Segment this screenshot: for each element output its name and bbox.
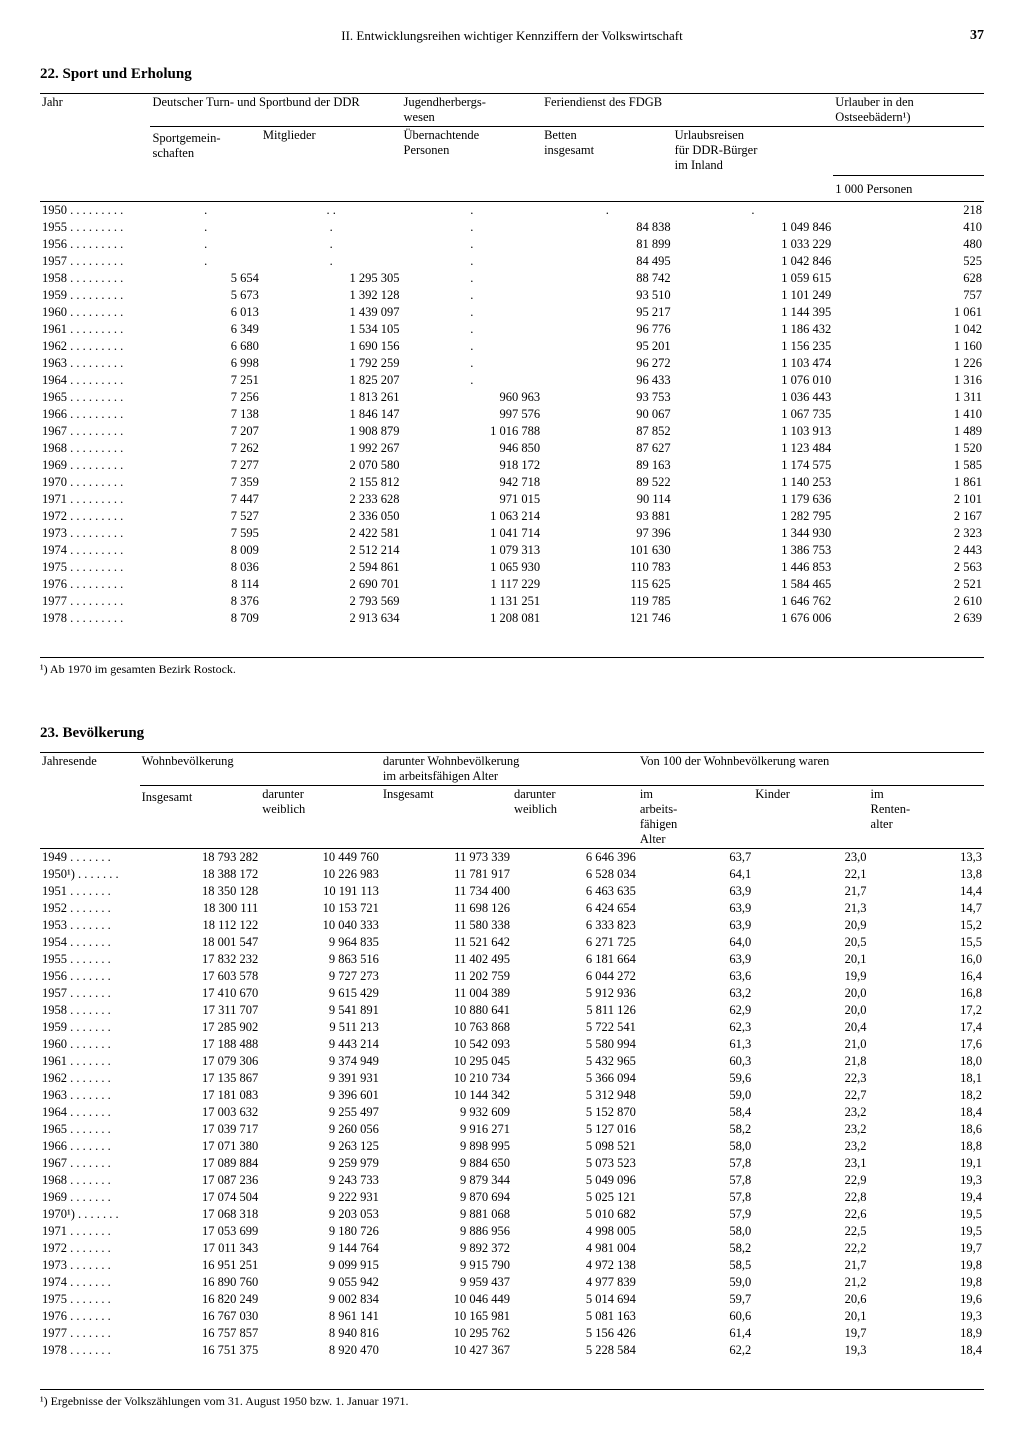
table-row: 19636 9981 792 259.96 2721 103 4741 226 xyxy=(40,355,984,372)
table-row: 1950¹)18 388 17210 226 98311 781 9176 52… xyxy=(40,866,984,883)
col23-af2: darunter weiblich xyxy=(512,785,638,848)
table22-title: 22. Sport und Erholung xyxy=(40,66,984,83)
table-row: 1955...84 8381 049 846410 xyxy=(40,219,984,236)
table-row: 197516 820 2499 002 83410 046 4495 014 6… xyxy=(40,1291,984,1308)
table-row: 195517 832 2329 863 51611 402 4956 181 6… xyxy=(40,951,984,968)
table22-footnote: ¹) Ab 1970 im gesamten Bezirk Rostock. xyxy=(40,657,984,677)
table-row: 197816 751 3758 920 47010 427 3675 228 5… xyxy=(40,1342,984,1359)
table-row: 197416 890 7609 055 9429 959 4374 977 83… xyxy=(40,1274,984,1291)
table-row: 195617 603 5789 727 27311 202 7596 044 2… xyxy=(40,968,984,985)
table-row: 19677 2071 908 8791 016 78887 8521 103 9… xyxy=(40,423,984,440)
table-row: 196617 071 3809 263 1259 898 9955 098 52… xyxy=(40,1138,984,1155)
table-row: 19687 2621 992 267946 85087 6271 123 484… xyxy=(40,440,984,457)
table-row: 197316 951 2519 099 9159 915 7904 972 13… xyxy=(40,1257,984,1274)
col23-wb2: darunter weiblich xyxy=(260,785,381,848)
table-row: 19626 6801 690 156.95 2011 156 2351 160 xyxy=(40,338,984,355)
table23-title: 23. Bevölkerung xyxy=(40,725,984,742)
table-row: 1950.. ....218 xyxy=(40,201,984,219)
col23-af1: Insgesamt xyxy=(381,785,512,848)
table-row: 196517 039 7179 260 0569 916 2715 127 01… xyxy=(40,1121,984,1138)
table-row: 197716 757 8578 940 81610 295 7625 156 4… xyxy=(40,1325,984,1342)
table-row: 19667 1381 846 147997 57690 0671 067 735… xyxy=(40,406,984,423)
table-row: 196417 003 6329 255 4979 932 6095 152 87… xyxy=(40,1104,984,1121)
col-dtsb-sub1: Sportgemein- schaften xyxy=(150,127,260,176)
table-row: 1970¹)17 068 3189 203 0539 881 0685 010 … xyxy=(40,1206,984,1223)
table-row: 197616 767 0308 961 14110 165 9815 081 1… xyxy=(40,1308,984,1325)
table-row: 196017 188 4889 443 21410 542 0935 580 9… xyxy=(40,1036,984,1053)
col-unit: 1 000 Personen xyxy=(833,175,984,201)
table-row: 195218 300 11110 153 72111 698 1266 424 … xyxy=(40,900,984,917)
table-row: 197117 053 6999 180 7269 886 9564 998 00… xyxy=(40,1223,984,1240)
table-row: 195917 285 9029 511 21310 763 8685 722 5… xyxy=(40,1019,984,1036)
table-row: 195817 311 7079 541 89110 880 6415 811 1… xyxy=(40,1002,984,1019)
col-jh: Jugendherbergs- wesen xyxy=(402,94,543,127)
table23-footnote: ¹) Ergebnisse der Volkszählungen vom 31.… xyxy=(40,1389,984,1409)
col-year: Jahr xyxy=(40,94,150,176)
col23-af: darunter Wohnbevölkerung im arbeitsfähig… xyxy=(381,752,638,785)
table-row: 19758 0362 594 8611 065 930110 7831 446 … xyxy=(40,559,984,576)
col23-p2: Kinder xyxy=(753,785,868,848)
table-row: 195418 001 5479 964 83511 521 6426 271 7… xyxy=(40,934,984,951)
table-row: 19737 5952 422 5811 041 71497 3961 344 9… xyxy=(40,525,984,542)
col-ostsee: Urlauber in den Ostseebädern¹) xyxy=(833,94,984,127)
table-row: 19768 1142 690 7011 117 229115 6251 584 … xyxy=(40,576,984,593)
table-row: 19788 7092 913 6341 208 081121 7461 676 … xyxy=(40,610,984,627)
table-row: 196217 135 8679 391 93110 210 7345 366 0… xyxy=(40,1070,984,1087)
col23-wb1: Insgesamt xyxy=(140,785,261,848)
table-row: 196117 079 3069 374 94910 295 0455 432 9… xyxy=(40,1053,984,1070)
table-row: 19727 5272 336 0501 063 21493 8811 282 7… xyxy=(40,508,984,525)
col-fdgb-sub2: Urlaubsreisen für DDR-Bürger im Inland xyxy=(673,127,834,176)
table-row: 19595 6731 392 128.93 5101 101 249757 xyxy=(40,287,984,304)
col23-year: Jahresende xyxy=(40,752,140,848)
table-row: 194918 793 28210 449 76011 973 3396 646 … xyxy=(40,848,984,866)
col-dtsb-sub2: Mitglieder xyxy=(261,127,402,176)
table-row: 19717 4472 233 628971 01590 1141 179 636… xyxy=(40,491,984,508)
col-dtsb: Deutscher Turn- und Sportbund der DDR xyxy=(150,94,401,127)
table-row: 19585 6541 295 305.88 7421 059 615628 xyxy=(40,270,984,287)
table-row: 19748 0092 512 2141 079 313101 6301 386 … xyxy=(40,542,984,559)
page-header: II. Entwicklungsreihen wichtiger Kennzif… xyxy=(40,28,984,44)
table-row: 196917 074 5049 222 9319 870 6945 025 12… xyxy=(40,1189,984,1206)
col-fdgb-sub1: Betten insgesamt xyxy=(542,127,673,176)
table-row: 195118 350 12810 191 11311 734 4006 463 … xyxy=(40,883,984,900)
table-row: 19697 2772 070 580918 17289 1631 174 575… xyxy=(40,457,984,474)
table-row: 19616 3491 534 105.96 7761 186 4321 042 xyxy=(40,321,984,338)
col23-p1: im arbeits- fähigen Alter xyxy=(638,785,753,848)
table-row: 19647 2511 825 207.96 4331 076 0101 316 xyxy=(40,372,984,389)
table-row: 196817 087 2369 243 7339 879 3445 049 09… xyxy=(40,1172,984,1189)
table-row: 195717 410 6709 615 42911 004 3895 912 9… xyxy=(40,985,984,1002)
table-row: 19606 0131 439 097.95 2171 144 3951 061 xyxy=(40,304,984,321)
col23-pct: Von 100 der Wohnbevölkerung waren xyxy=(638,752,984,785)
table-row: 197217 011 3439 144 7649 892 3724 981 00… xyxy=(40,1240,984,1257)
table-row: 19707 3592 155 812942 71889 5221 140 253… xyxy=(40,474,984,491)
table22: Jahr Deutscher Turn- und Sportbund der D… xyxy=(40,93,984,627)
table-row: 19657 2561 813 261960 96393 7531 036 443… xyxy=(40,389,984,406)
chapter-title: II. Entwicklungsreihen wichtiger Kennzif… xyxy=(80,28,944,44)
table-row: 1956...81 8991 033 229480 xyxy=(40,236,984,253)
col23-wb: Wohnbevölkerung xyxy=(140,752,381,785)
table-row: 196717 089 8849 259 9799 884 6505 073 52… xyxy=(40,1155,984,1172)
page-number: 37 xyxy=(944,28,984,44)
table23: Jahresende Wohnbevölkerung darunter Wohn… xyxy=(40,752,984,1359)
table-row: 1957...84 4951 042 846525 xyxy=(40,253,984,270)
table-row: 196317 181 0839 396 60110 144 3425 312 9… xyxy=(40,1087,984,1104)
col-fdgb: Feriendienst des FDGB xyxy=(542,94,833,127)
table-row: 195318 112 12210 040 33311 580 3386 333 … xyxy=(40,917,984,934)
table-row: 19778 3762 793 5691 131 251119 7851 646 … xyxy=(40,593,984,610)
col-jh-sub: Übernachtende Personen xyxy=(402,127,543,176)
col23-p3: im Renten- alter xyxy=(869,785,984,848)
